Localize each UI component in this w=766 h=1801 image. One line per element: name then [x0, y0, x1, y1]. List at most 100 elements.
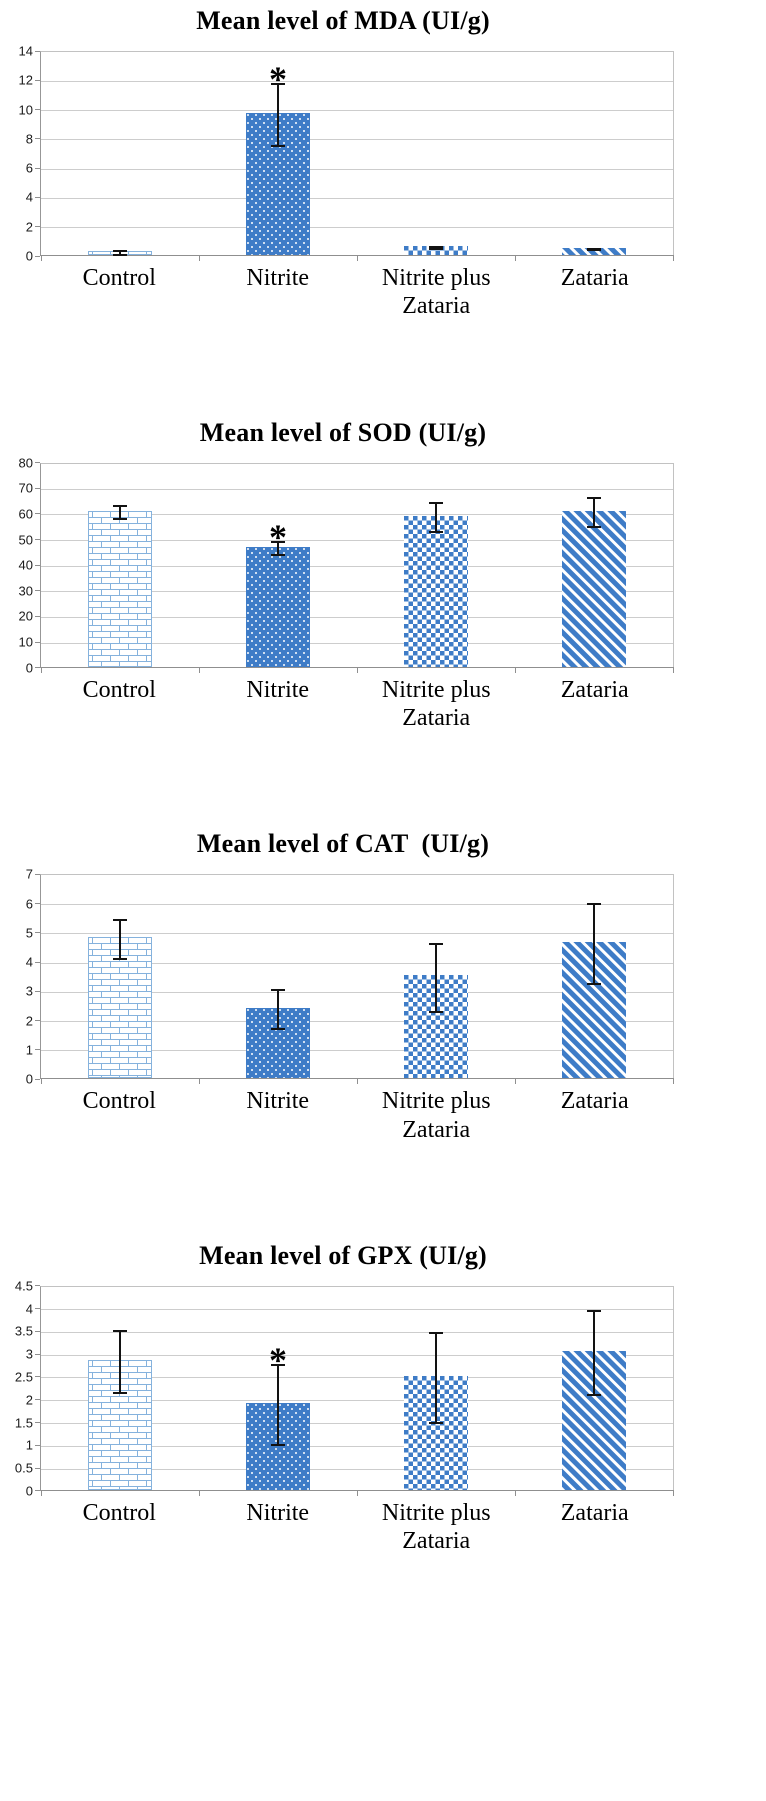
error-bar	[270, 989, 286, 1031]
gridline	[41, 1331, 673, 1333]
y-tick-mark	[35, 1308, 40, 1310]
y-tick-label: 4	[25, 189, 33, 205]
y-tick-label: 8	[25, 131, 33, 147]
y-tick-mark	[35, 1444, 40, 1446]
y-tick-mark	[35, 513, 40, 515]
error-line	[593, 1309, 595, 1397]
x-label: Nitrite plus Zataria	[381, 1088, 491, 1143]
error-line	[277, 989, 279, 1031]
error-line	[593, 903, 595, 986]
y-tick-mark	[35, 196, 40, 198]
gridline	[41, 591, 673, 593]
gridline	[41, 1468, 673, 1470]
chart-title: Mean level of SOD (UI/g)	[199, 417, 487, 447]
error-line	[435, 942, 437, 1013]
error-bar	[428, 1332, 444, 1424]
chart-title: Mean level of MDA (UI/g)	[196, 6, 490, 35]
x-label: Control	[82, 1088, 156, 1115]
y-tick-label: 1.5	[14, 1415, 33, 1431]
y-tick-mark	[35, 539, 40, 540]
error-line	[435, 502, 437, 533]
bar-sod-2	[404, 515, 468, 667]
error-bar	[270, 82, 286, 148]
category-tick-mark	[40, 666, 42, 673]
gridline	[41, 540, 673, 541]
significance-asterisk: *	[269, 516, 287, 557]
y-tick-label: 0.5	[14, 1460, 33, 1476]
error-bar	[428, 942, 444, 1013]
gridline	[41, 904, 673, 906]
error-cap-bottom	[113, 1391, 127, 1394]
y-tick-mark	[35, 1285, 40, 1287]
x-label: Control	[82, 265, 156, 291]
gridline	[41, 933, 673, 935]
error-line	[277, 540, 279, 556]
y-tick-label: 2.5	[14, 1369, 33, 1385]
x-label: Nitrite	[246, 676, 310, 703]
plot-area: *	[40, 1285, 674, 1496]
x-label: Nitrite	[246, 1088, 310, 1115]
category-tick-mark	[198, 1078, 200, 1085]
category-tick-mark	[40, 1078, 42, 1085]
x-labels: Control Nitrite Nitrite plus Zataria Zatari…	[40, 1499, 674, 1556]
chart-block-gpx: Mean level of GPX (UI/g) * 0 0.5 1 1.5 2 2.5 3 3.…	[4, 1241, 682, 1556]
plot-area: *	[40, 462, 674, 673]
error-cap-bottom	[587, 249, 601, 252]
gridline	[41, 514, 673, 516]
category-tick-mark	[356, 666, 358, 673]
error-bar	[112, 919, 128, 961]
y-tick-mark	[35, 990, 40, 992]
x-label: Zataria	[560, 1499, 629, 1526]
error-bar	[586, 1309, 602, 1397]
y-tick-label: 40	[18, 557, 33, 573]
y-tick-mark	[35, 109, 40, 111]
x-label: Zataria	[560, 1088, 629, 1115]
error-bar	[586, 903, 602, 986]
y-tick-mark	[35, 255, 40, 257]
gridline	[41, 962, 673, 964]
y-tick-label: 1	[25, 1042, 33, 1058]
error-cap-bottom	[271, 1028, 285, 1031]
error-line	[435, 1332, 437, 1424]
bar-sod-3	[562, 510, 626, 667]
error-line	[593, 496, 595, 528]
category-tick-mark	[198, 255, 200, 261]
y-tick-label: 1	[25, 1437, 33, 1453]
gridline	[41, 1377, 673, 1379]
x-labels: Control Nitrite Nitrite plus Zataria Zatari…	[40, 1087, 674, 1144]
y-tick-label: 3.5	[14, 1323, 33, 1339]
y-tick-mark	[35, 932, 40, 934]
x-label: Nitrite plus Zataria	[381, 265, 491, 320]
y-tick-label: 2	[25, 1392, 33, 1408]
y-tick-label: 30	[18, 583, 33, 599]
x-label: Nitrite plus Zataria	[381, 676, 491, 731]
y-tick-mark	[35, 50, 40, 52]
y-tick-label: 7	[25, 866, 33, 882]
y-tick-mark	[35, 79, 40, 81]
y-tick-label: 10	[18, 634, 33, 650]
y-tick-mark	[35, 961, 40, 963]
category-tick-mark	[672, 255, 674, 261]
y-tick-mark	[35, 1399, 40, 1401]
error-line	[277, 82, 279, 148]
y-tick-label: 14	[18, 43, 33, 59]
category-tick-mark	[514, 255, 516, 261]
error-cap-bottom	[429, 248, 443, 251]
gridline	[41, 197, 673, 199]
plot: 0 1 2 3 4 5 6 7	[4, 867, 682, 1087]
category-tick-mark	[672, 666, 674, 673]
error-line	[277, 1364, 279, 1447]
error-line	[119, 1330, 121, 1394]
category-tick-mark	[514, 1489, 516, 1496]
y-tick-label: 50	[18, 532, 33, 547]
gridline	[41, 1445, 673, 1447]
y-tick-label: 80	[18, 455, 33, 471]
error-bar	[112, 1330, 128, 1394]
error-bar	[586, 248, 602, 252]
y-tick-mark	[35, 564, 40, 566]
y-tick-mark	[35, 167, 40, 169]
y-tick-mark	[35, 226, 40, 228]
category-tick-mark	[198, 1489, 200, 1496]
bar-sod-1	[246, 546, 310, 667]
gridline	[41, 139, 673, 141]
